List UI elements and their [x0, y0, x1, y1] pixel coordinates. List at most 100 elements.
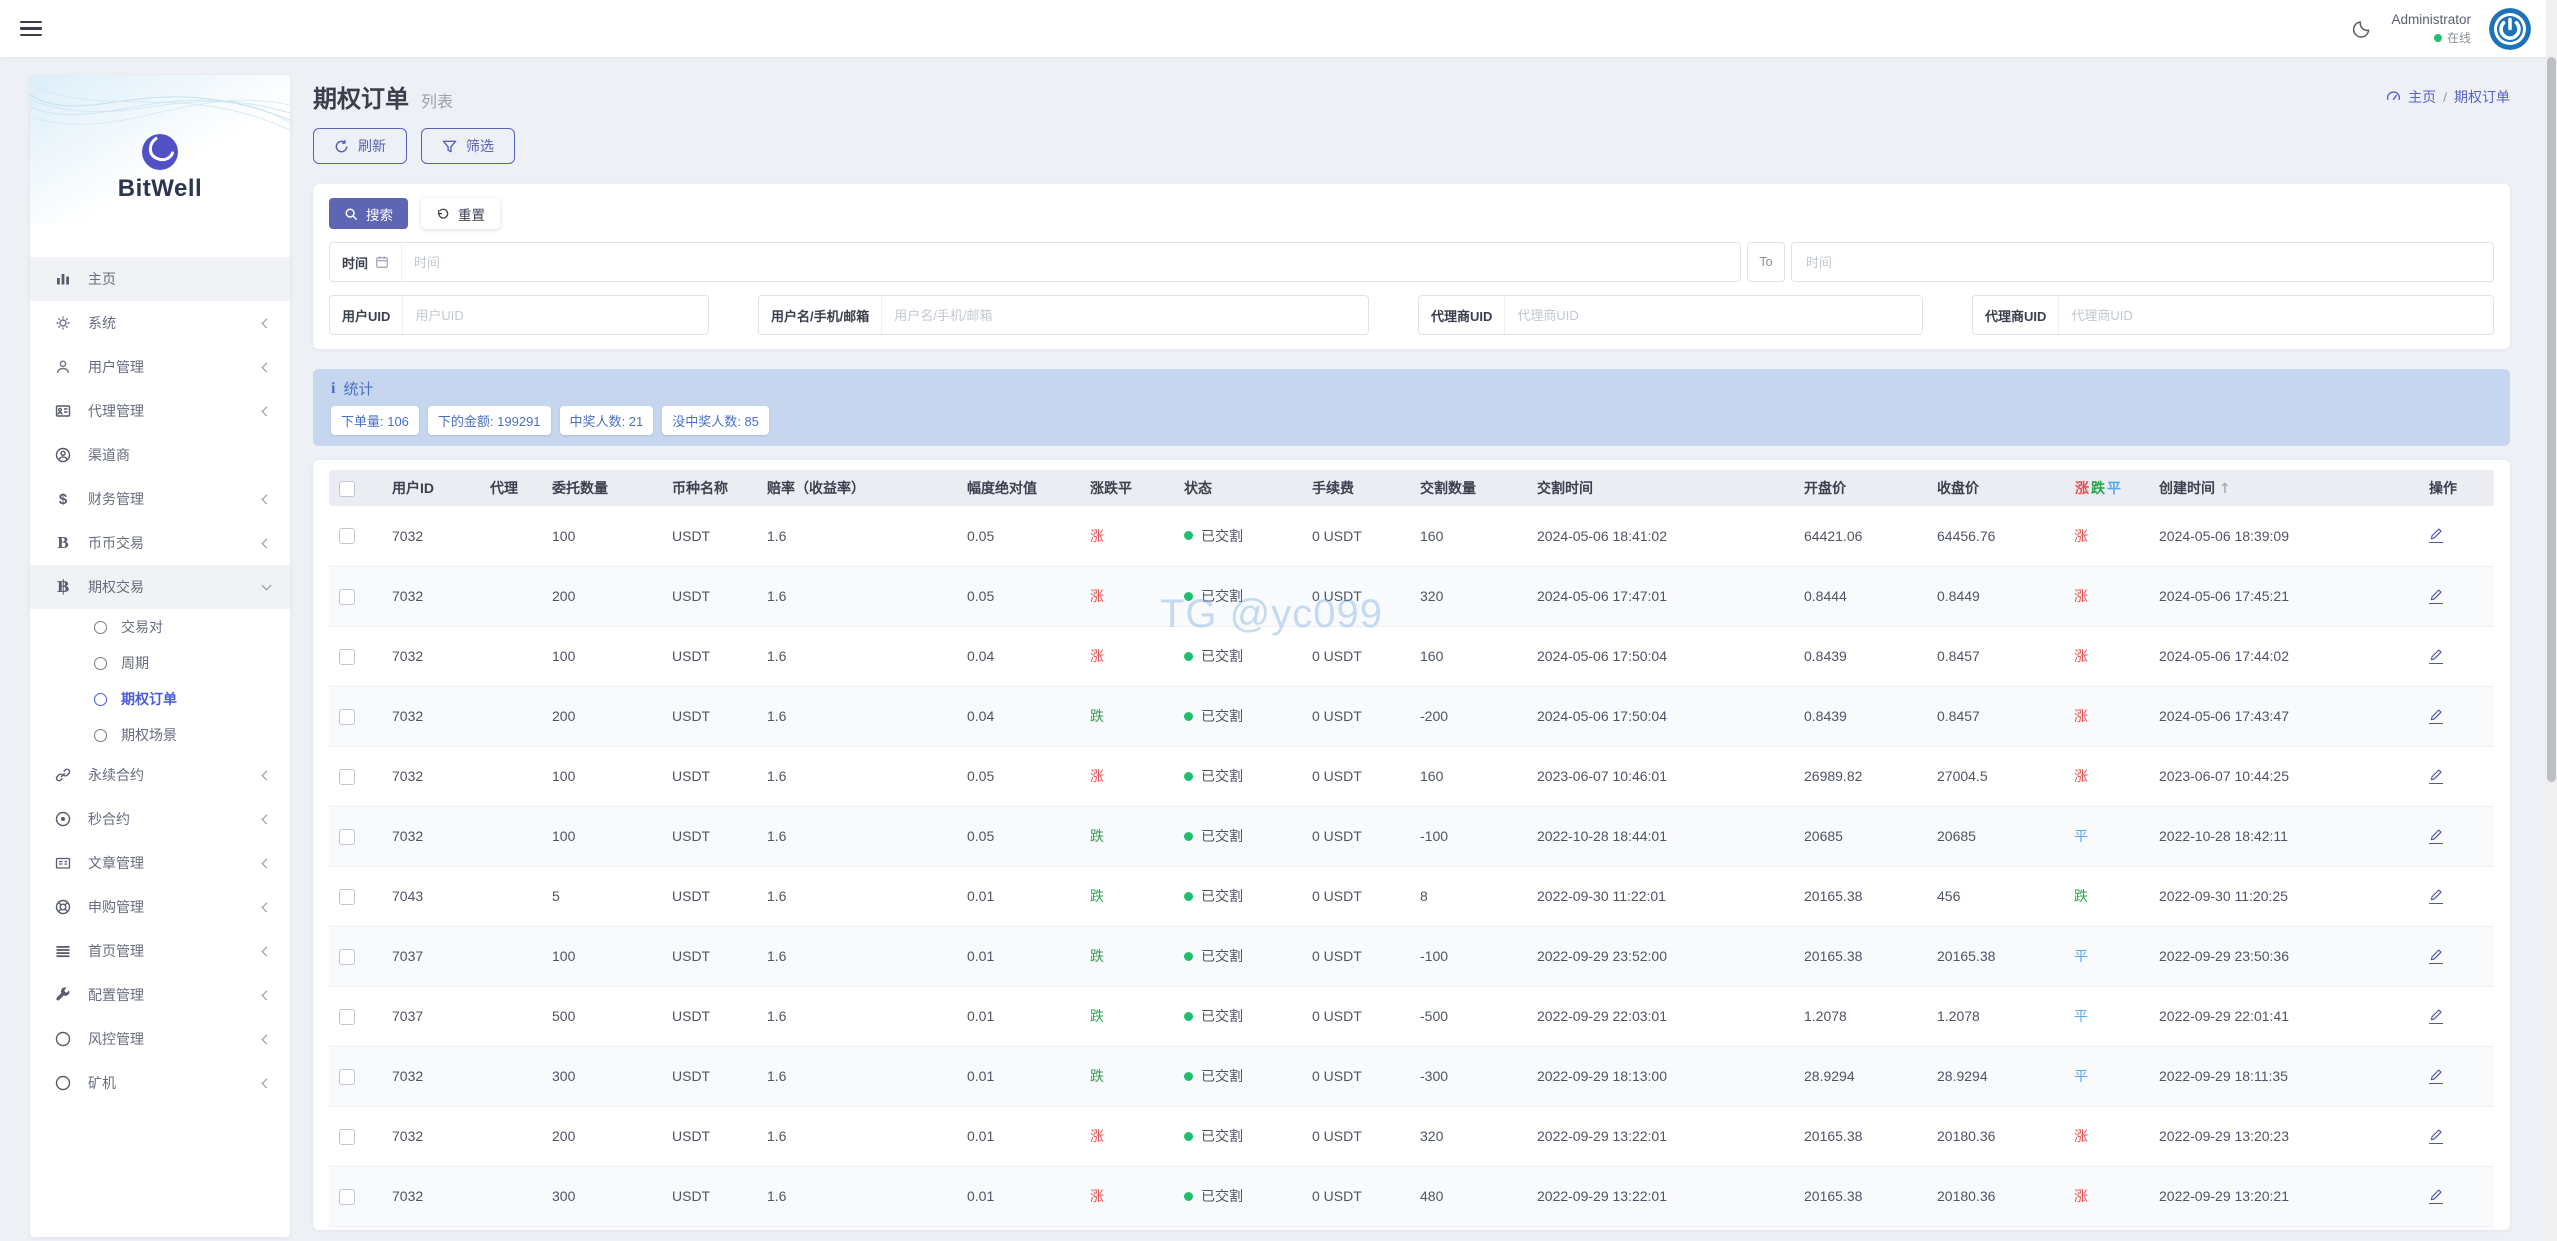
cell-agent: [482, 806, 544, 867]
sidebar-item-miner[interactable]: 矿机: [30, 1061, 290, 1105]
cell-settle-qty: -500: [1412, 986, 1529, 1047]
row-checkbox[interactable]: [339, 1188, 355, 1205]
sidebar-item-home[interactable]: 主页: [30, 257, 290, 301]
cell-range: 0.01: [959, 1046, 1082, 1107]
sidebar-item-label: 期权交易: [88, 579, 144, 595]
time-from-input[interactable]: [402, 243, 1740, 281]
sidebar-item-second-contract[interactable]: 秒合约: [30, 797, 290, 841]
filter-panel: 搜索 重置 时间 To 用户UID: [313, 184, 2510, 349]
row-checkbox[interactable]: [339, 1068, 355, 1085]
col-created-at[interactable]: 创建时间 ↑: [2151, 470, 2421, 506]
col-uid: 用户ID: [384, 470, 482, 506]
sidebar-item-subscription[interactable]: 申购管理: [30, 885, 290, 929]
table-row: 7032 200 USDT 1.6 0.05 涨 已交割 0 USDT 320 …: [329, 566, 2494, 627]
cell-odds: 1.6: [759, 1166, 959, 1227]
sidebar-item-user-management[interactable]: 用户管理: [30, 345, 290, 389]
sidebar-subitem-trading-pairs[interactable]: 交易对: [30, 609, 290, 645]
edit-icon[interactable]: [2429, 1128, 2443, 1144]
sidebar-item-spot-trading[interactable]: B 币币交易: [30, 521, 290, 565]
user-info[interactable]: Administrator 在线: [2391, 11, 2471, 45]
sidebar-item-finance[interactable]: $ 财务管理: [30, 477, 290, 521]
row-checkbox[interactable]: [339, 588, 355, 605]
row-checkbox[interactable]: [339, 888, 355, 905]
status-text: 已交割: [1201, 828, 1243, 844]
edit-icon[interactable]: [2429, 648, 2443, 664]
cell-action: [2421, 1106, 2494, 1167]
cell-status: 已交割: [1176, 806, 1304, 867]
edit-icon[interactable]: [2429, 1188, 2443, 1204]
avatar[interactable]: [2489, 7, 2531, 50]
edit-icon[interactable]: [2429, 588, 2443, 604]
cell-coin: USDT: [664, 566, 759, 627]
sidebar-item-config[interactable]: 配置管理: [30, 973, 290, 1017]
edit-icon[interactable]: [2429, 1068, 2443, 1084]
edit-icon[interactable]: [2429, 527, 2443, 544]
chevron-left-icon: [261, 1078, 272, 1088]
user-uid-input[interactable]: [403, 296, 708, 334]
sidebar-item-agent-management[interactable]: 代理管理: [30, 389, 290, 433]
sidebar-subitem-period[interactable]: 周期: [30, 645, 290, 681]
agent-uid-input-2[interactable]: [2059, 296, 2493, 334]
row-checkbox[interactable]: [339, 648, 355, 665]
row-checkbox[interactable]: [339, 528, 355, 545]
stat-badge-winners: 中奖人数: 21: [559, 406, 654, 435]
edit-icon[interactable]: [2429, 828, 2443, 844]
sidebar-item-label: 首页管理: [88, 943, 144, 959]
username-phone-email-input[interactable]: [882, 296, 1368, 334]
row-checkbox[interactable]: [339, 708, 355, 725]
col-status: 状态: [1176, 470, 1304, 506]
col-settle-qty: 交割数量: [1412, 470, 1529, 506]
cell-odds: 1.6: [759, 686, 959, 747]
edit-icon[interactable]: [2429, 708, 2443, 724]
filter-button[interactable]: 筛选: [421, 128, 515, 164]
edit-icon[interactable]: [2429, 948, 2443, 964]
id-card-icon: [54, 402, 72, 420]
search-button[interactable]: 搜索: [329, 198, 408, 229]
select-all-checkbox[interactable]: [339, 480, 355, 497]
cell-action: [2421, 926, 2494, 987]
col-range: 幅度绝对值: [959, 470, 1082, 506]
sidebar-item-homepage-management[interactable]: 首页管理: [30, 929, 290, 973]
row-checkbox[interactable]: [339, 828, 355, 845]
row-checkbox[interactable]: [339, 948, 355, 965]
sidebar-item-options-trading[interactable]: ฿ 期权交易: [30, 565, 290, 609]
sidebar-item-perpetual[interactable]: 永续合约: [30, 753, 290, 797]
refresh-icon: [334, 139, 349, 154]
dollar-icon: $: [58, 490, 68, 508]
edit-icon[interactable]: [2429, 888, 2443, 904]
sidebar-item-channel[interactable]: 渠道商: [30, 433, 290, 477]
status-dot: [1184, 1131, 1193, 1141]
cell-open-price: 0.8444: [1796, 566, 1929, 627]
row-checkbox[interactable]: [339, 1008, 355, 1025]
sidebar-subitem-option-orders[interactable]: 期权订单: [30, 681, 290, 717]
row-checkbox[interactable]: [339, 1128, 355, 1145]
breadcrumb-home-link[interactable]: 主页: [2408, 88, 2437, 105]
agent-uid-input-1[interactable]: [1505, 296, 1922, 334]
sidebar-item-system[interactable]: 系统: [30, 301, 290, 345]
reset-button[interactable]: 重置: [421, 198, 500, 229]
cell-created-at: 2023-06-07 10:44:25: [2151, 746, 2421, 807]
status-text: 已交割: [1201, 1128, 1243, 1144]
cell-odds: 1.6: [759, 626, 959, 687]
cell-direction: 涨: [1082, 746, 1176, 807]
hamburger-menu-icon[interactable]: [20, 20, 42, 37]
cell-result: 涨: [2066, 746, 2151, 807]
cell-created-at: 2022-09-29 18:11:35: [2151, 1046, 2421, 1107]
row-checkbox[interactable]: [339, 768, 355, 785]
table-row: 7032 300 USDT 1.6 0.01 跌 已交割 0 USDT -300…: [329, 1046, 2494, 1107]
edit-icon[interactable]: [2429, 768, 2443, 784]
cell-status: 已交割: [1176, 986, 1304, 1047]
dark-mode-moon-icon[interactable]: [2351, 18, 2373, 40]
cell-coin: USDT: [664, 1046, 759, 1107]
search-label: 搜索: [366, 207, 393, 223]
col-action: 操作: [2421, 470, 2494, 506]
edit-icon[interactable]: [2429, 1008, 2443, 1024]
cell-uid: 7037: [384, 926, 482, 987]
sidebar-subitem-option-scenes[interactable]: 期权场景: [30, 717, 290, 753]
sidebar-item-risk-control[interactable]: 风控管理: [30, 1017, 290, 1061]
col-amount: 委托数量: [544, 470, 664, 506]
scrollbar-thumb[interactable]: [2547, 57, 2556, 782]
time-to-input[interactable]: [1792, 243, 2493, 281]
sidebar-item-articles[interactable]: 文章管理: [30, 841, 290, 885]
refresh-button[interactable]: 刷新: [313, 128, 407, 164]
